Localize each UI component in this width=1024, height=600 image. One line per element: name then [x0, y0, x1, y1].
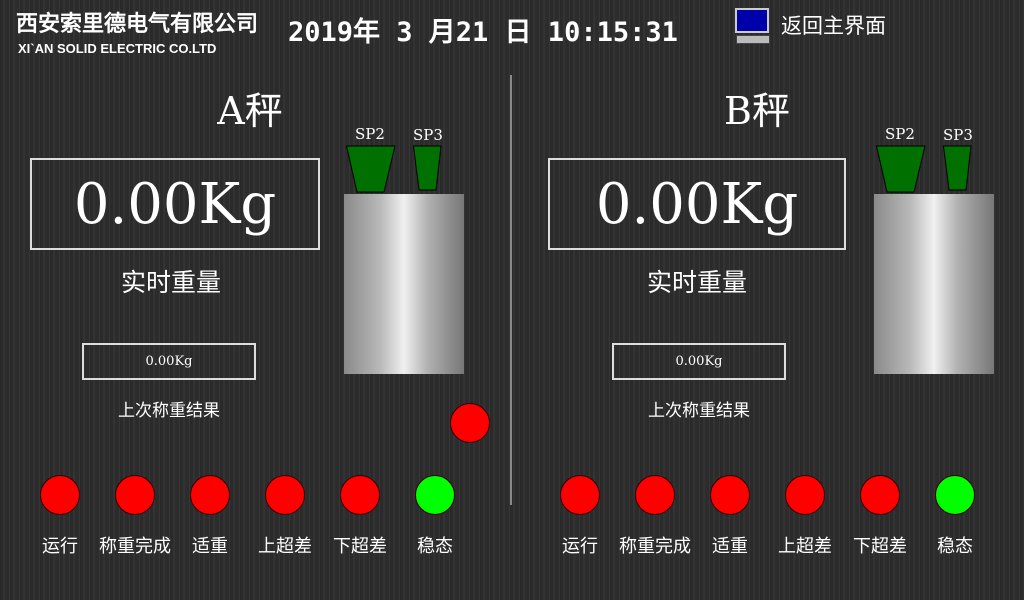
- hopper-tank: [874, 194, 994, 374]
- status-lamp-label: 适重: [712, 536, 748, 557]
- status-lamp: [935, 475, 975, 515]
- alarm-lamp: [450, 403, 490, 443]
- status-lamp-label: 上超差: [778, 536, 832, 557]
- status-lamp: [860, 475, 900, 515]
- company-name: 西安索里德电气有限公司: [16, 12, 259, 37]
- status-lamp: [415, 475, 455, 515]
- sp2-valve-icon: [876, 145, 926, 193]
- scale-title: A秤: [217, 89, 283, 133]
- sp2-label: SP2: [355, 125, 385, 143]
- status-lamp: [265, 475, 305, 515]
- sp3-label: SP3: [413, 126, 443, 144]
- last-weight-label: 上次称重结果: [648, 401, 750, 421]
- last-weight-display: 0.00Kg: [612, 343, 786, 380]
- status-lamp-label: 运行: [42, 536, 78, 557]
- monitor-icon: [733, 7, 770, 44]
- realtime-weight-label: 实时重量: [646, 268, 747, 297]
- status-lamp-label: 稳态: [417, 536, 453, 557]
- last-weight-display: 0.00Kg: [82, 343, 256, 380]
- realtime-weight-label: 实时重量: [120, 268, 221, 297]
- status-lamp-label: 称重完成: [99, 536, 171, 557]
- hopper-tank: [344, 194, 464, 374]
- sp3-valve-icon: [413, 145, 442, 191]
- status-lamp: [340, 475, 380, 515]
- status-lamp-label: 稳态: [937, 536, 973, 557]
- status-lamp-label: 上超差: [258, 536, 312, 557]
- status-lamp-label: 下超差: [853, 536, 907, 557]
- status-lamp: [190, 475, 230, 515]
- sp2-label: SP2: [885, 125, 915, 143]
- sp2-valve-icon: [346, 145, 396, 193]
- company-name-en: XI`AN SOLID ELECTRIC CO.LTD: [18, 41, 217, 56]
- status-lamp: [560, 475, 600, 515]
- divider: [510, 75, 512, 505]
- sp3-label: SP3: [943, 126, 973, 144]
- status-lamp: [115, 475, 155, 515]
- status-lamp-label: 适重: [192, 536, 228, 557]
- status-lamp-label: 运行: [562, 536, 598, 557]
- last-weight-label: 上次称重结果: [118, 401, 220, 421]
- realtime-weight-display: 0.00Kg: [548, 158, 846, 250]
- status-lamp-label: 下超差: [333, 536, 387, 557]
- datetime: 2019年 3 月21 日 10:15:31: [288, 17, 678, 48]
- scale-title: B秤: [724, 89, 790, 133]
- status-lamp-label: 称重完成: [619, 536, 691, 557]
- realtime-weight-display: 0.00Kg: [30, 158, 320, 250]
- status-lamp: [785, 475, 825, 515]
- status-lamp: [40, 475, 80, 515]
- status-lamp: [635, 475, 675, 515]
- status-lamp: [710, 475, 750, 515]
- return-home-button[interactable]: 返回主界面: [733, 7, 886, 44]
- return-home-label: 返回主界面: [781, 14, 886, 38]
- sp3-valve-icon: [943, 145, 972, 191]
